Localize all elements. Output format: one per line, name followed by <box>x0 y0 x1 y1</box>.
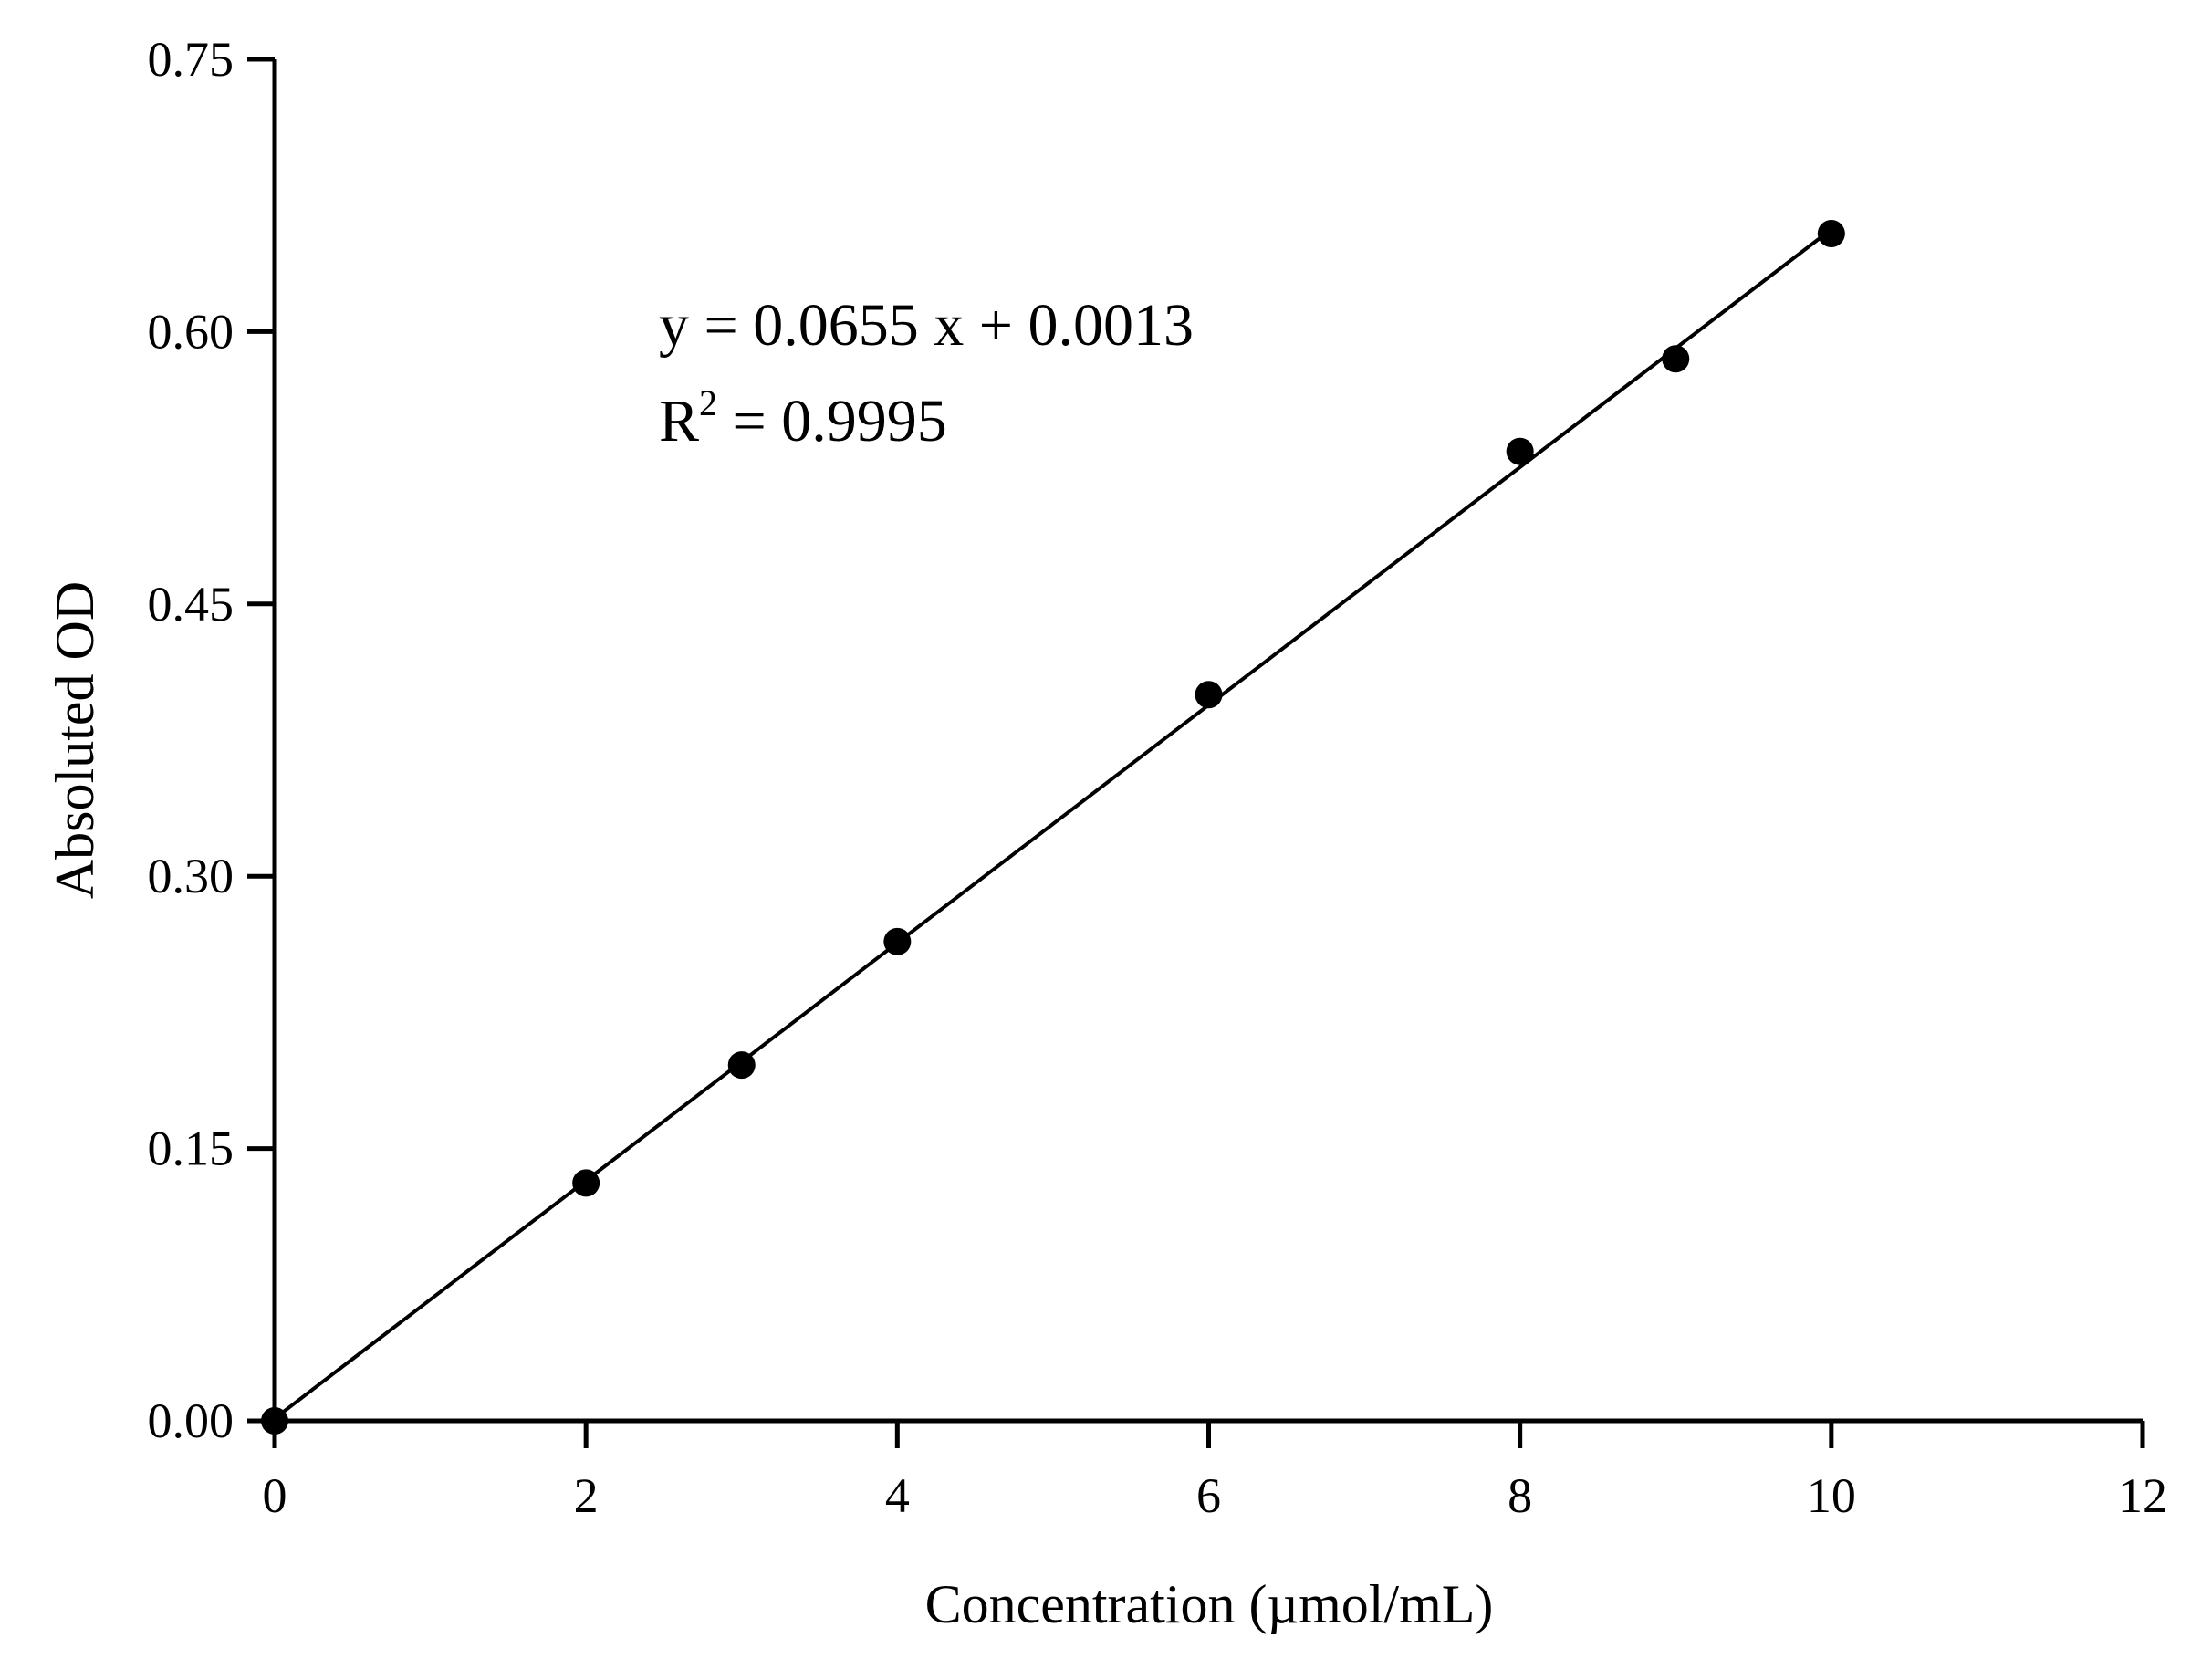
regression-line <box>273 227 1833 1421</box>
x-tick-label: 2 <box>574 1468 599 1523</box>
y-tick-label: 0.60 <box>148 304 235 359</box>
y-tick-label: 0.30 <box>148 849 235 903</box>
data-points <box>261 219 1845 1435</box>
x-tick-label: 10 <box>1807 1468 1856 1523</box>
y-tick-label: 0.45 <box>148 577 235 631</box>
data-point <box>1195 681 1223 709</box>
x-tick-label: 8 <box>1508 1468 1532 1523</box>
x-tick-label: 4 <box>885 1468 910 1523</box>
data-point <box>1506 437 1534 465</box>
x-tick-label: 12 <box>2118 1468 2167 1523</box>
x-tick-label: 6 <box>1196 1468 1221 1523</box>
y-axis-title: Absoluted OD <box>45 581 105 899</box>
data-point <box>883 927 912 955</box>
data-point <box>572 1169 600 1197</box>
y-tick-label: 0.15 <box>148 1122 235 1176</box>
y-tick-label: 0.00 <box>148 1393 235 1448</box>
axes: 0.00 0.15 0.30 0.45 0.60 0.75 0 2 4 6 8 10 12 <box>148 32 2168 1523</box>
data-point <box>727 1051 756 1080</box>
data-point <box>1817 219 1845 247</box>
y-tick-label: 0.75 <box>148 32 235 87</box>
r-squared-label: R2 = 0.9995 <box>659 382 947 454</box>
data-point <box>261 1407 288 1435</box>
data-point <box>1662 345 1690 373</box>
equation-label: y = 0.0655 x + 0.0013 <box>659 292 1194 359</box>
x-tick-label: 0 <box>263 1468 287 1523</box>
x-axis-title: Concentration (µmol/mL) <box>925 1574 1494 1634</box>
